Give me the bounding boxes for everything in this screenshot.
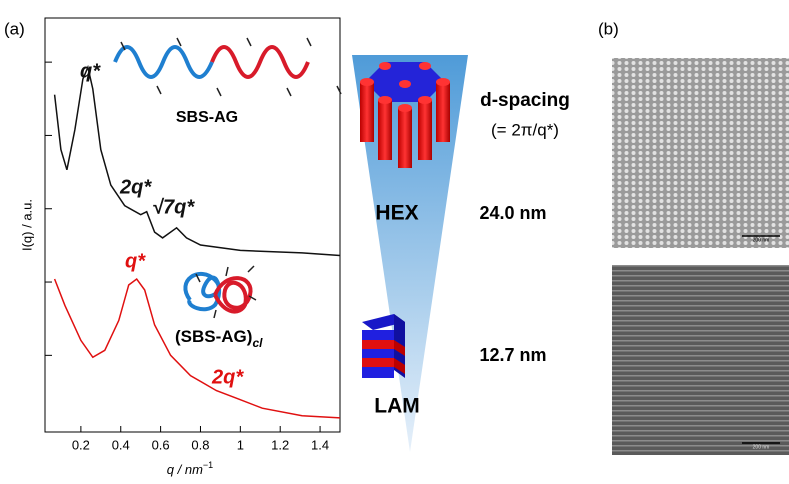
peak-annotation: 2q* — [119, 176, 152, 198]
x-tick-label: 0.6 — [152, 437, 170, 452]
polymer-label-sub: cl — [252, 336, 263, 350]
x-tick-label: 0.4 — [112, 437, 130, 452]
panel-label: (a) — [4, 19, 25, 38]
x-tick-label: 1 — [237, 437, 244, 452]
tem-image — [612, 58, 789, 248]
d-spacing-title: d-spacing — [480, 90, 570, 111]
d-spacing-formula: (= 2π/q*) — [491, 120, 559, 139]
x-axis-label-sup: −1 — [203, 460, 213, 470]
x-tick-label: 1.2 — [271, 437, 289, 452]
peak-annotation: 2q* — [211, 366, 244, 388]
panel-label: (b) — [598, 19, 619, 38]
x-tick-label: 1.4 — [311, 437, 329, 452]
x-axis-label-text: q / nm — [167, 462, 203, 477]
peak-annotation: q* — [125, 250, 146, 272]
polymer-label: (SBS-AG)cl — [175, 327, 263, 350]
polymer-label-text: (SBS-AG) — [175, 327, 252, 346]
phase-spacing: 24.0 nm — [479, 203, 546, 223]
figure: (a) (b) q / nm−1 I(q) / a.u. q* 2q* √7q*… — [0, 0, 789, 479]
lam-cube — [362, 314, 405, 378]
scale-bar-label: 200 nm — [753, 444, 770, 450]
phase-spacing: 12.7 nm — [479, 345, 546, 365]
phase-label: LAM — [374, 395, 420, 418]
y-axis-label: I(q) / a.u. — [19, 199, 34, 251]
x-tick-label: 0.2 — [72, 437, 90, 452]
x-tick-label: 0.8 — [191, 437, 209, 452]
peak-annotation: √7q* — [152, 196, 195, 218]
polymer-coil — [185, 266, 256, 318]
x-axis-label: q / nm−1 — [167, 460, 213, 477]
data-line — [55, 279, 340, 418]
phase-label: HEX — [375, 202, 418, 225]
polymer-label: SBS-AG — [176, 109, 238, 126]
scale-bar-label: 200 nm — [753, 237, 770, 243]
polymer-helix — [115, 38, 341, 96]
data-line — [55, 67, 340, 255]
tem-image — [612, 265, 789, 455]
